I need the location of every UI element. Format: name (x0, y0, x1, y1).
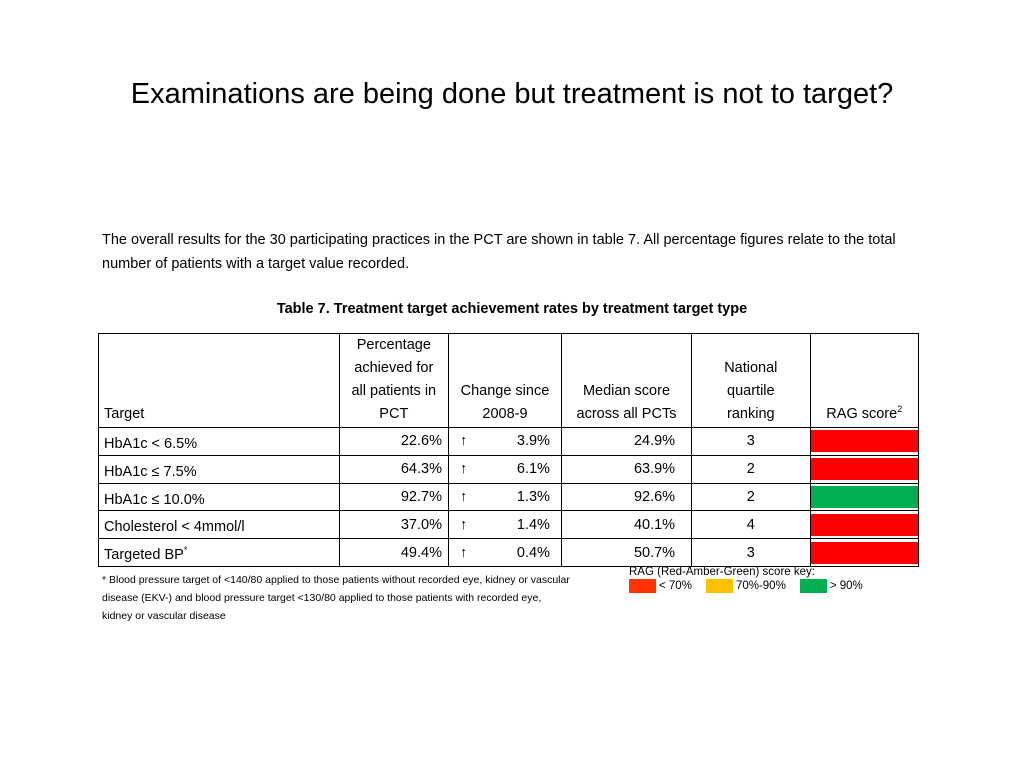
table-row: Cholesterol < 4mmol/l 37.0% ↑ 1.4% 40.1% … (98, 510, 920, 540)
cell-rank: 3 (691, 538, 811, 568)
up-arrow-icon: ↑ (459, 516, 468, 533)
rag-swatch (810, 486, 918, 509)
cell-rank: 3 (691, 427, 811, 456)
header-target: Target (98, 333, 340, 428)
cell-change: ↑ 1.4% (447, 510, 562, 540)
amber-swatch-icon (705, 579, 733, 593)
cell-median: 50.7% (560, 538, 693, 568)
table-row: HbA1c ≤ 7.5% 64.3% ↑ 6.1% 63.9% 2 (98, 454, 920, 484)
rag-key-item-red: < 70% (629, 579, 692, 593)
cell-target: HbA1c < 6.5% (98, 427, 340, 456)
rag-swatch (810, 458, 918, 481)
cell-rag (809, 482, 920, 512)
table-caption: Table 7. Treatment target achievement ra… (276, 301, 748, 317)
table-header-row: Target Percentage achieved for all patie… (98, 333, 920, 428)
green-swatch-icon (799, 579, 827, 593)
rag-key-items: < 70% 70%-90% > 90% (629, 579, 919, 593)
intro-paragraph: The overall results for the 30 participa… (102, 232, 896, 272)
cell-percentage: 22.6% (338, 427, 449, 456)
cell-median: 40.1% (560, 510, 693, 540)
cell-median: 24.9% (560, 427, 693, 456)
cell-percentage: 92.7% (338, 482, 449, 512)
cell-percentage: 37.0% (338, 510, 449, 540)
cell-rank: 4 (691, 510, 811, 540)
cell-percentage: 49.4% (338, 538, 449, 568)
table-row: HbA1c < 6.5% 22.6% ↑ 3.9% 24.9% 3 (98, 427, 920, 456)
table-row: HbA1c ≤ 10.0% 92.7% ↑ 1.3% 92.6% 2 (98, 482, 920, 512)
header-rank: National quartile ranking (691, 333, 811, 428)
cell-change: ↑ 6.1% (447, 454, 562, 484)
cell-target: HbA1c ≤ 7.5% (98, 454, 340, 484)
table-row: Targeted BP* 49.4% ↑ 0.4% 50.7% 3 (98, 538, 920, 568)
cell-rag (809, 427, 920, 456)
cell-target: Cholesterol < 4mmol/l (98, 510, 340, 540)
cell-change: ↑ 0.4% (447, 538, 562, 568)
cell-median: 92.6% (560, 482, 693, 512)
footnote: * Blood pressure target of <140/80 appli… (102, 574, 570, 622)
up-arrow-icon: ↑ (459, 489, 468, 506)
cell-target: Targeted BP* (98, 538, 340, 568)
rag-swatch (810, 430, 918, 453)
up-arrow-icon: ↑ (459, 433, 468, 450)
cell-change: ↑ 3.9% (447, 427, 562, 456)
rag-key-item-amber: 70%-90% (705, 579, 786, 593)
header-change: Change since 2008-9 (447, 333, 562, 428)
header-percentage: Percentage achieved for all patients in … (338, 333, 449, 428)
cell-median: 63.9% (560, 454, 693, 484)
rag-swatch (810, 513, 918, 536)
header-median: Median score across all PCTs (560, 333, 693, 428)
results-table: Target Percentage achieved for all patie… (98, 333, 920, 568)
cell-change: ↑ 1.3% (447, 482, 562, 512)
rag-key-item-green: > 90% (799, 579, 863, 593)
slide-title: Examinations are being done but treatmen… (130, 78, 894, 110)
red-swatch-icon (629, 579, 656, 593)
up-arrow-icon: ↑ (459, 461, 468, 478)
rag-key-title: RAG (Red-Amber-Green) score key: (629, 566, 815, 578)
cell-rag (809, 510, 920, 540)
up-arrow-icon: ↑ (459, 544, 468, 561)
cell-percentage: 64.3% (338, 454, 449, 484)
cell-rag (809, 454, 920, 484)
cell-target: HbA1c ≤ 10.0% (98, 482, 340, 512)
cell-rank: 2 (691, 454, 811, 484)
cell-rag (809, 538, 920, 568)
header-rag: RAG score2 (809, 333, 920, 428)
rag-key: RAG (Red-Amber-Green) score key: < 70% 7… (629, 565, 919, 593)
cell-rank: 2 (691, 482, 811, 512)
rag-swatch (810, 541, 918, 564)
